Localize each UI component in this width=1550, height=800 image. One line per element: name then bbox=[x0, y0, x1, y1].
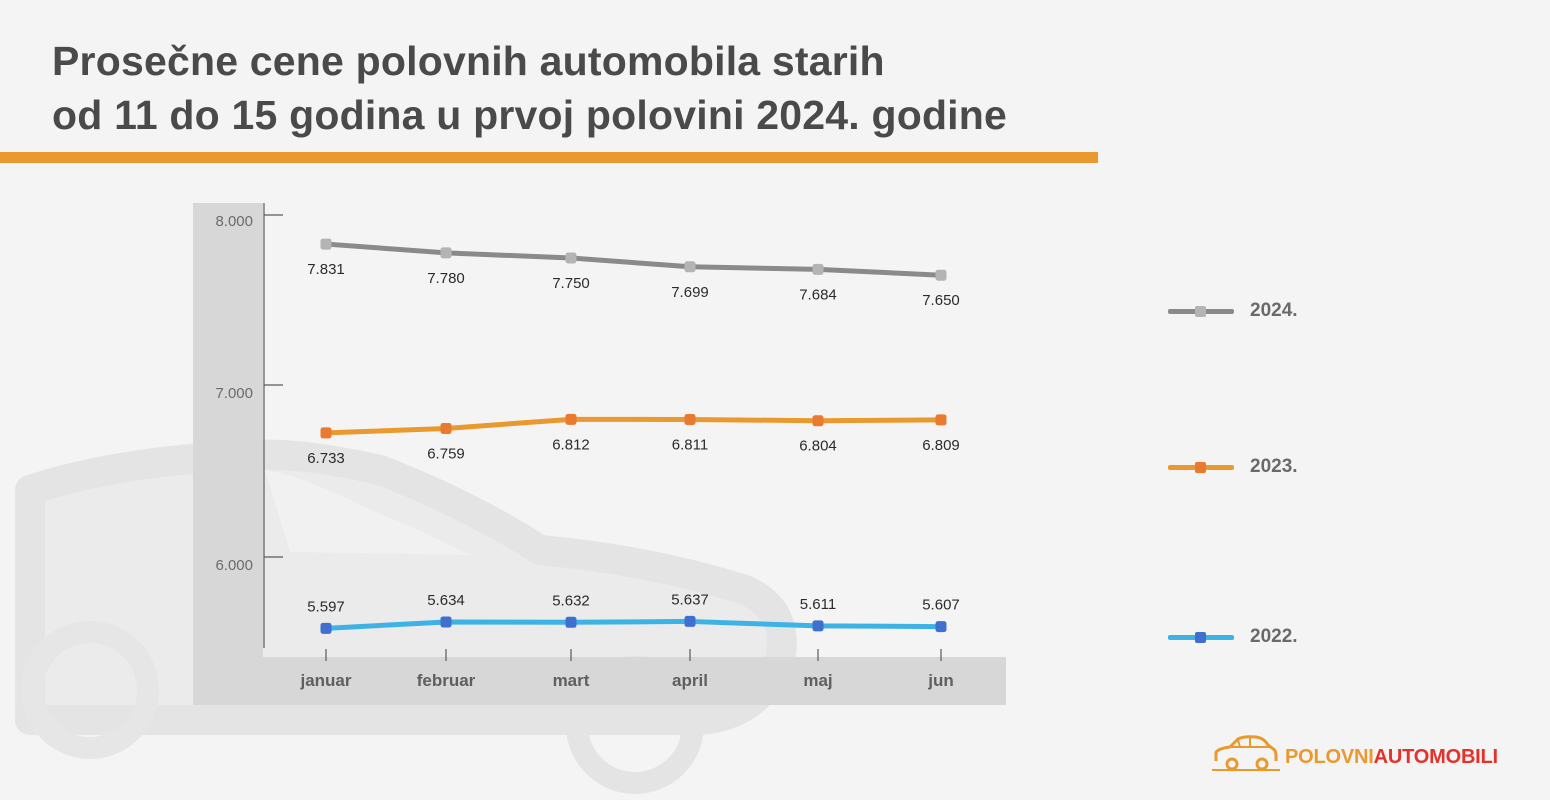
x-axis-panel bbox=[193, 657, 1006, 705]
brand-name: POLOVNIAUTOMOBILI bbox=[1285, 745, 1498, 769]
data-point bbox=[684, 615, 696, 627]
data-point bbox=[812, 620, 824, 632]
legend-label-2022: 2022. bbox=[1250, 626, 1298, 647]
data-label: 5.607 bbox=[922, 597, 960, 614]
data-label: 6.804 bbox=[799, 438, 837, 455]
chart-title: Prosečne cene polovnih automobila starih… bbox=[52, 34, 1007, 142]
data-point bbox=[320, 238, 332, 250]
car-logo-icon bbox=[1212, 735, 1280, 771]
data-point bbox=[812, 415, 824, 427]
data-label: 5.632 bbox=[552, 592, 590, 609]
data-point bbox=[440, 247, 452, 259]
series-line bbox=[323, 241, 944, 278]
data-point bbox=[812, 263, 824, 275]
data-label: 6.811 bbox=[672, 437, 708, 454]
title-line-1: Prosečne cene polovnih automobila starih bbox=[52, 38, 885, 84]
data-point bbox=[935, 269, 947, 281]
y-tick-label: 6.000 bbox=[215, 557, 253, 574]
data-label: 6.759 bbox=[427, 445, 465, 462]
data-point bbox=[935, 414, 947, 426]
brand-name-part1: POLOVNI bbox=[1285, 746, 1374, 768]
data-point bbox=[440, 422, 452, 434]
series-line bbox=[323, 416, 944, 436]
data-label: 7.650 bbox=[922, 292, 960, 309]
title-underline bbox=[0, 152, 1098, 163]
data-point bbox=[684, 414, 696, 426]
data-label: 5.637 bbox=[671, 591, 709, 608]
data-label: 7.831 bbox=[307, 261, 345, 278]
data-point bbox=[565, 413, 577, 425]
data-label: 6.809 bbox=[922, 437, 960, 454]
data-label: 5.611 bbox=[800, 596, 836, 613]
data-label: 5.597 bbox=[307, 598, 345, 615]
data-label: 7.780 bbox=[427, 270, 465, 287]
brand-name-part2: AUTOMOBILI bbox=[1373, 746, 1498, 768]
data-point bbox=[935, 621, 947, 633]
series-line bbox=[323, 618, 944, 631]
data-point bbox=[565, 616, 577, 628]
data-label: 7.699 bbox=[671, 284, 709, 301]
x-tick-label: februar bbox=[417, 671, 476, 690]
x-tick-label: april bbox=[672, 671, 708, 690]
legend-item-2022: 2022. bbox=[1168, 622, 1368, 652]
legend-item-2024: 2024. bbox=[1168, 296, 1368, 326]
legend-label-2023: 2023. bbox=[1250, 456, 1298, 477]
data-point bbox=[320, 622, 332, 634]
data-point bbox=[440, 616, 452, 628]
y-axis-panel bbox=[193, 203, 263, 657]
data-point bbox=[320, 427, 332, 439]
data-label: 7.684 bbox=[799, 286, 837, 303]
x-tick-label: jun bbox=[927, 671, 954, 690]
x-tick-label: januar bbox=[299, 671, 351, 690]
legend-item-2023: 2023. bbox=[1168, 452, 1368, 482]
data-label: 6.812 bbox=[552, 436, 590, 453]
data-point bbox=[565, 252, 577, 264]
data-label: 6.733 bbox=[307, 450, 345, 467]
y-tick-label: 8.000 bbox=[215, 213, 253, 230]
data-label: 7.750 bbox=[552, 275, 590, 292]
data-label: 5.634 bbox=[427, 592, 465, 609]
x-tick-label: mart bbox=[553, 671, 590, 690]
legend-label-2024: 2024. bbox=[1250, 300, 1298, 321]
data-point bbox=[684, 261, 696, 273]
title-line-2: od 11 do 15 godina u prvoj polovini 2024… bbox=[52, 92, 1008, 138]
brand-logo: POLOVNIAUTOMOBILI bbox=[1210, 731, 1510, 773]
y-tick-label: 7.000 bbox=[215, 385, 253, 402]
x-tick-label: maj bbox=[803, 671, 832, 690]
